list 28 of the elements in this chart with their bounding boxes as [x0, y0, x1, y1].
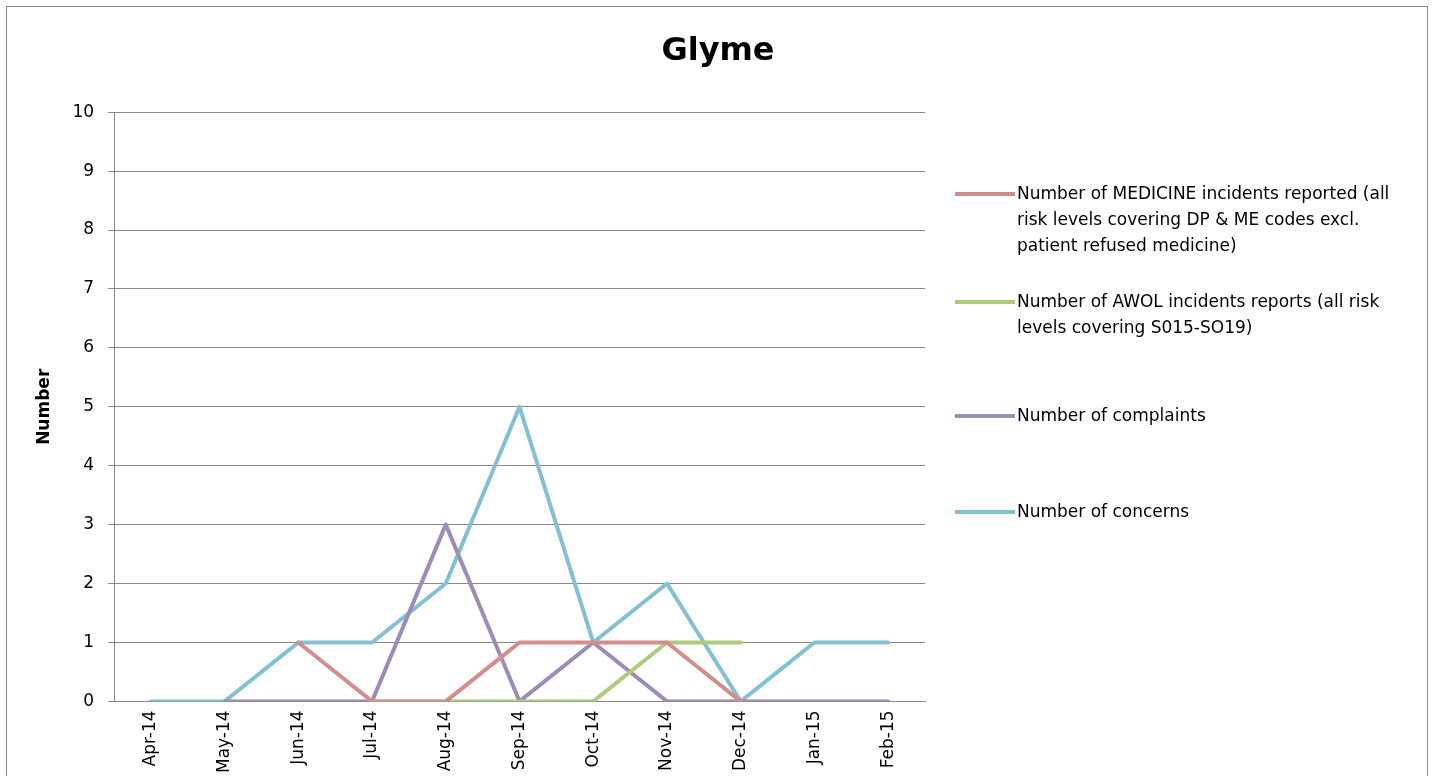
- y-tick-label: 8: [83, 218, 95, 239]
- y-tick-label: 4: [83, 454, 95, 475]
- legend-label: Number of complaints: [1016, 404, 1207, 427]
- x-tick-label: Feb-15: [876, 710, 897, 769]
- x-tick-label: Aug-14: [434, 710, 455, 772]
- x-tick-label: Apr-14: [139, 710, 160, 767]
- y-tick-label: 5: [83, 395, 95, 416]
- x-tick-label: Jun-14: [286, 710, 307, 766]
- legend-label: Number of concerns: [1016, 500, 1191, 523]
- y-tick-label: 10: [72, 100, 95, 121]
- x-tick-label: Sep-14: [507, 710, 528, 771]
- y-tick-label: 9: [83, 159, 95, 180]
- y-tick-label: 6: [83, 336, 95, 357]
- x-tick-label: Dec-14: [729, 710, 750, 772]
- x-tick-label: May-14: [213, 710, 234, 774]
- legend-label: Number of AWOL incidents reports (all risk levels covering S015-SO19): [1016, 290, 1381, 339]
- y-tick-label: 3: [83, 513, 95, 534]
- x-tick-label: Jan-15: [802, 710, 823, 766]
- y-tick-label: 2: [83, 571, 95, 592]
- y-tick-label: 1: [83, 630, 95, 651]
- x-tick-label: Jul-14: [360, 710, 381, 760]
- x-tick-label: Nov-14: [655, 710, 676, 771]
- chart-title: Glyme: [660, 30, 776, 68]
- y-tick-label: 7: [83, 277, 95, 298]
- legend-label: Number of MEDICINE incidents reported (all risk levels covering DP & ME codes excl. patient refused medicine): [1016, 182, 1391, 257]
- x-tick-label: Oct-14: [581, 710, 602, 768]
- y-axis-title: Number: [32, 368, 53, 445]
- y-tick-label: 0: [83, 689, 95, 710]
